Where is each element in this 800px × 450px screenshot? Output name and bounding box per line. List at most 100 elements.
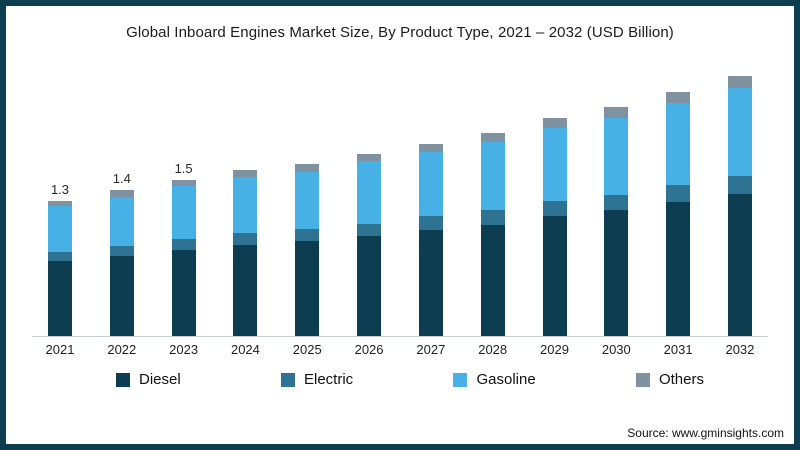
bar-segment-electric-2029 (542, 200, 567, 217)
bar-segment-gasoline-2027 (418, 151, 443, 217)
bar-group-2032 (712, 57, 768, 336)
bar-group-2022: 1.4 (94, 171, 150, 336)
bar-segment-electric-2024 (233, 233, 258, 245)
bar-segment-others-2022 (109, 190, 134, 197)
bar-segment-diesel-2024 (233, 244, 258, 336)
bar-segment-diesel-2026 (357, 236, 382, 336)
bar-segment-gasoline-2025 (295, 171, 320, 229)
bar-stack-2024 (233, 169, 258, 336)
bar-group-2027 (403, 125, 459, 336)
x-axis-label-2025: 2025 (292, 342, 322, 357)
legend-label-others: Others (658, 371, 704, 388)
bar-stack-2028 (480, 133, 505, 336)
bar-group-2023: 1.5 (156, 161, 212, 336)
bar-segment-others-2025 (295, 164, 320, 172)
legend-item-others: Others (635, 371, 704, 388)
bar-segment-gasoline-2031 (666, 103, 691, 186)
bar-segment-electric-2022 (109, 245, 134, 256)
chart-title: Global Inboard Engines Market Size, By P… (126, 24, 674, 41)
bar-segment-electric-2032 (727, 175, 752, 194)
x-axis-label-2022: 2022 (107, 342, 137, 357)
bar-segment-gasoline-2030 (604, 117, 629, 195)
bar-segment-electric-2031 (666, 185, 691, 202)
bar-group-2025 (279, 145, 335, 336)
x-axis-label-2028: 2028 (478, 342, 508, 357)
legend-item-gasoline: Gasoline (453, 371, 536, 388)
legend-label-electric: Electric (303, 371, 354, 388)
bar-segment-others-2030 (604, 107, 629, 118)
legend-item-diesel: Diesel (116, 371, 181, 388)
bar-group-2024 (217, 151, 273, 336)
bar-segment-electric-2025 (295, 228, 320, 242)
x-axis-label-2032: 2032 (725, 342, 755, 357)
x-axis-label-2031: 2031 (663, 342, 693, 357)
x-axis-label-2026: 2026 (354, 342, 384, 357)
bar-group-2028 (465, 114, 521, 336)
bar-segment-diesel-2032 (727, 193, 752, 336)
legend-item-electric: Electric (280, 371, 354, 388)
bar-segment-electric-2023 (171, 239, 196, 250)
bar-segment-others-2024 (233, 169, 258, 177)
legend: Diesel Electric Gasoline Others (116, 371, 704, 388)
bar-segment-electric-2026 (357, 223, 382, 237)
bar-segment-electric-2027 (418, 216, 443, 230)
legend-swatch-gasoline (453, 372, 468, 387)
source-attribution: Source: www.gminsights.com (627, 426, 784, 440)
bar-segment-electric-2021 (48, 251, 72, 262)
bar-value-label-2021: 1.3 (50, 181, 70, 197)
bar-stack-2031 (666, 91, 691, 336)
bar-group-2030 (588, 88, 644, 336)
bar-value-label-2023: 1.5 (174, 161, 193, 177)
bar-stack-2021 (48, 200, 72, 336)
bar-segment-gasoline-2024 (233, 176, 258, 234)
bar-segment-others-2027 (418, 143, 443, 152)
bar-segment-others-2026 (357, 154, 382, 162)
legend-swatch-others (635, 372, 650, 387)
bar-stack-2026 (357, 154, 382, 336)
bar-segment-diesel-2030 (604, 210, 629, 336)
bar-value-label-2022: 1.4 (112, 171, 131, 187)
bar-segment-others-2021 (48, 200, 72, 206)
bar-segment-gasoline-2022 (109, 196, 134, 246)
bar-segment-diesel-2029 (542, 216, 567, 336)
legend-swatch-diesel (116, 372, 130, 387)
bar-segment-others-2032 (727, 75, 752, 89)
bar-segment-gasoline-2032 (727, 88, 752, 176)
legend-label-gasoline: Gasoline (476, 371, 536, 388)
bar-segment-gasoline-2028 (480, 141, 505, 211)
bar-segment-diesel-2021 (48, 261, 72, 336)
bar-group-2029 (527, 99, 583, 336)
bar-stack-2030 (604, 107, 629, 336)
bar-segment-diesel-2031 (666, 201, 691, 336)
bar-segment-others-2031 (666, 91, 691, 104)
bar-segment-gasoline-2026 (357, 161, 382, 224)
bar-segment-others-2029 (542, 117, 567, 129)
x-axis-label-2030: 2030 (601, 342, 631, 357)
x-axis-label-2029: 2029 (540, 342, 569, 357)
bar-stack-2025 (295, 164, 320, 336)
bar-segment-electric-2028 (480, 210, 505, 225)
legend-label-diesel: Diesel (139, 371, 181, 388)
x-axis-label-2024: 2024 (230, 342, 260, 357)
bar-stack-2032 (727, 75, 752, 336)
bar-stack-2023 (171, 180, 196, 336)
bar-segment-diesel-2023 (171, 249, 196, 336)
bar-segment-gasoline-2021 (48, 205, 72, 252)
bar-segment-others-2028 (480, 133, 505, 142)
bar-segment-diesel-2025 (295, 241, 320, 336)
bar-segment-diesel-2027 (418, 229, 443, 336)
x-axis-labels: 2021 2022 2023 2024 2025 2026 2027 2028 2029 2030… (32, 342, 768, 357)
bar-segment-gasoline-2023 (171, 186, 196, 240)
bar-segment-diesel-2022 (109, 255, 134, 336)
bar-group-2026 (341, 135, 397, 336)
bar-stack-2029 (542, 117, 567, 336)
legend-swatch-electric (280, 372, 295, 387)
bar-segment-diesel-2028 (480, 224, 505, 336)
bar-segment-others-2023 (171, 180, 196, 187)
x-axis-label-2027: 2027 (416, 342, 446, 357)
bar-group-2031 (650, 73, 706, 336)
bar-segment-electric-2030 (604, 194, 629, 211)
bar-stack-2027 (418, 143, 443, 336)
x-axis-label-2021: 2021 (45, 342, 75, 357)
